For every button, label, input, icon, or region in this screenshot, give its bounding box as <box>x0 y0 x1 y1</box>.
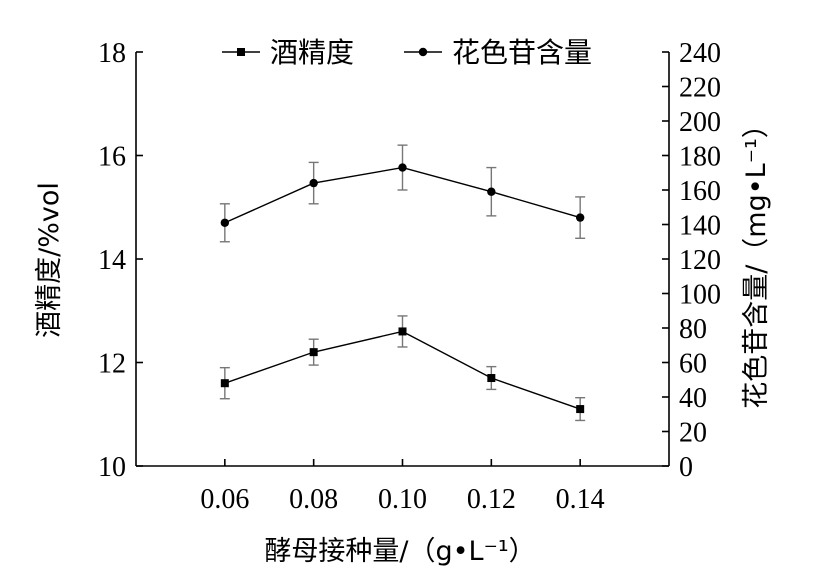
y-right-tick-label: 100 <box>679 280 721 311</box>
y-right-tick-label: 40 <box>679 383 707 414</box>
data-point-circle <box>575 213 585 222</box>
legend-label-2: 花色苷含量 <box>452 36 592 69</box>
y-right-tick-label: 160 <box>679 176 721 207</box>
legend-label-1: 酒精度 <box>270 36 354 69</box>
error-bars <box>219 144 586 422</box>
data-point-square <box>576 405 585 414</box>
y-right-tick-label: 0 <box>679 452 693 483</box>
data-point-square <box>487 374 496 383</box>
y-right-tick-label: 80 <box>679 314 707 345</box>
data-point-circle <box>220 218 230 227</box>
y-right-tick-label: 140 <box>679 211 721 242</box>
data-point-square <box>309 348 318 357</box>
data-point-square <box>398 327 407 336</box>
legend: 酒精度 花色苷含量 <box>222 36 592 69</box>
y-left-tick-label: 10 <box>98 452 126 483</box>
y-right-tick-label: 20 <box>679 418 707 449</box>
y-right-tick-label: 180 <box>679 142 721 173</box>
x-tick-label: 0.08 <box>289 484 338 515</box>
legend-marker-circle <box>418 47 428 57</box>
y-axis-left-title: 酒精度/%vol <box>34 182 65 338</box>
y-left-tick-label: 18 <box>98 38 126 69</box>
data-point-circle <box>487 187 496 196</box>
x-tick-label: 0.12 <box>467 484 516 515</box>
y-right-tick-label: 60 <box>679 349 707 380</box>
data-point-square <box>220 379 229 388</box>
y-right-tick-label: 200 <box>679 107 721 138</box>
x-tick-label: 0.10 <box>378 484 427 515</box>
x-tick-label: 0.14 <box>556 484 605 515</box>
data-point-circle <box>398 163 407 172</box>
axes: 1012141618020406080100120140160180200220… <box>98 38 721 515</box>
y-right-tick-label: 240 <box>679 38 721 69</box>
y-left-tick-label: 14 <box>98 245 126 276</box>
legend-marker-square <box>237 48 245 56</box>
y-right-tick-label: 120 <box>679 245 721 276</box>
y-axis-right-title: 花色苷含量/（mg•L⁻¹） <box>741 111 772 409</box>
y-left-tick-label: 12 <box>98 349 126 380</box>
data-point-circle <box>309 178 318 188</box>
y-right-tick-label: 220 <box>679 73 721 104</box>
series-group <box>220 163 585 414</box>
x-tick-label: 0.06 <box>200 484 249 515</box>
y-left-tick-label: 16 <box>98 142 126 173</box>
x-axis-title: 酵母接种量/（g•L⁻¹） <box>264 536 535 567</box>
